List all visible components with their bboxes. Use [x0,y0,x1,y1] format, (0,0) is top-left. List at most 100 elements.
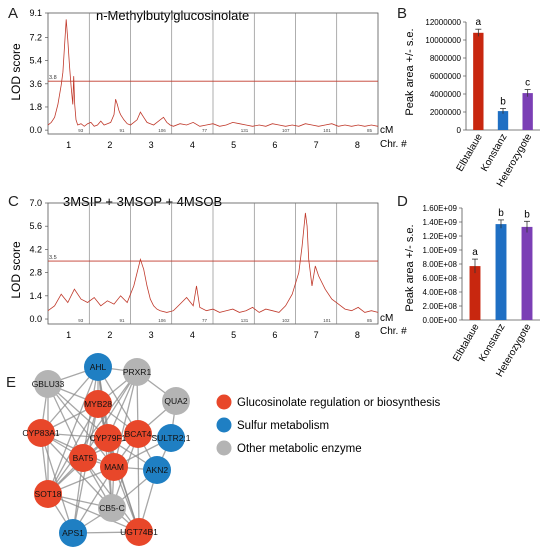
network-node: PRXR1 [123,358,152,386]
network-node-label: PRXR1 [123,367,152,377]
a-ytick-label: 5.4 [29,56,42,66]
network-node: MAM [100,453,128,481]
network-node-label: BCAT4 [125,429,152,439]
network-node: BAT5 [69,444,97,472]
a-ytick-label: 1.8 [29,102,42,112]
network-node-label: GBLU33 [32,379,65,389]
panel-a: A n-Methylbutylglucosinolate LOD score 0… [8,5,407,150]
network-node-circle [143,456,171,484]
network-edge [40,366,99,434]
network-node-circle [94,424,122,452]
c-chromosome-label: 2 [107,330,112,340]
c-chromosome-label: 6 [272,330,277,340]
network-node-circle [98,494,126,522]
panel-c-title: 3MSIP + 3MSOP + 4MSOB [63,194,222,209]
network-edge [40,432,74,534]
bar-elbtalaue [469,266,481,320]
panel-b: B Peak area +/- s.e. 0 2000000 4000000 6000… [397,5,540,189]
c-chromosome-length: 106 [158,318,166,323]
b-chart-ytick-label: 12000000 [425,18,461,27]
network-node-label: QUA2 [164,396,187,406]
panel-a-cm-label: cM [380,125,393,136]
d-chart-ytick-label: 8.00E+08 [423,260,458,269]
a-ytick-label: 9.1 [29,8,42,18]
c-chromosome-length: 91 [119,318,125,323]
a-ytick-label: 3.6 [29,79,42,89]
d-chart-ytick-label: 4.00E+08 [423,288,458,297]
network-node: AHL [84,353,112,381]
network-node: CYP79F1 [90,424,127,452]
d-chart-ytick-label: 1.40E+09 [423,218,458,227]
a-chromosome-label: 3 [149,140,154,150]
b-chart-ytick-label: 10000000 [425,36,461,45]
network-node-circle [157,424,185,452]
network-node: QUA2 [162,387,190,415]
network-node-label: UGT74B1 [120,527,158,537]
a-chromosome-label: 2 [107,140,112,150]
panel-a-chr-label: Chr. # [380,139,407,150]
panel-b-ylabel: Peak area +/- s.e. [404,28,416,115]
a-chromosome-length: 106 [158,128,166,133]
a-chromosome-length: 91 [119,128,125,133]
network-node-circle [125,518,153,546]
network-node: SOT18 [34,480,62,508]
network-node-circle [27,419,55,447]
significance-letter: b [500,96,506,107]
network-node: MYB28 [84,390,112,418]
a-chromosome-length: 93 [78,128,84,133]
significance-letter: a [476,17,482,28]
d-chart-ytick-label: 1.00E+09 [423,246,458,255]
a-chromosome-label: 5 [231,140,236,150]
panel-d: D Peak area +/- s.e. 0.00E+00 2.00E+08 4.0… [397,193,540,379]
network-edge [40,432,113,509]
network-node: UGT74B1 [120,518,158,546]
network-node: CYP83A1 [22,419,60,447]
b-chart-ytick-label: 2000000 [430,108,462,117]
c-ytick-label: 5.6 [29,221,42,231]
a-chromosome-label: 6 [272,140,277,150]
bar-heterozygote [522,93,533,130]
panel-a-lod-curve [47,19,379,127]
b-chart-ytick-label: 0 [457,126,462,135]
network-node-circle [34,480,62,508]
c-chromosome-label: 1 [66,330,71,340]
panel-c-threshold-label: 3.5 [49,255,57,261]
network-node-circle [59,519,87,547]
network-node-circle [34,370,62,398]
d-chart-ytick-label: 2.00E+08 [423,302,458,311]
network-node: BCAT4 [124,420,152,448]
c-chromosome-length: 101 [323,318,331,323]
network-node-circle [69,444,97,472]
panel-b-letter: B [397,5,407,22]
network-node-label: MYB28 [84,399,112,409]
c-ytick-label: 7.0 [29,198,42,208]
d-chart-ytick-label: 1.60E+09 [423,204,458,213]
d-chart-ytick-label: 6.00E+08 [423,274,458,283]
panel-a-letter: A [8,5,18,22]
panel-c-chr-label: Chr. # [380,326,407,337]
network-node-label: CB5-C [99,503,125,513]
network-edge [47,366,99,495]
network-node: SULTR2;1 [151,424,191,452]
c-chromosome-label: 5 [231,330,236,340]
network-node-label: APS1 [62,528,84,538]
network-node: GBLU33 [32,370,65,398]
network-node: CB5-C [98,494,126,522]
bar-heterozygote [521,226,533,320]
panel-c-letter: C [8,193,19,210]
a-chromosome-label: 4 [190,140,195,150]
bar-konstanz [495,224,507,320]
c-ytick-label: 2.8 [29,268,42,278]
bar-elbtalaue [473,32,484,130]
network-node-label: AHL [90,362,107,372]
network-node-label: SULTR2;1 [151,433,190,443]
c-chromosome-length: 93 [78,318,84,323]
panel-c-cm-label: cM [380,313,393,324]
legend-swatch [216,394,232,410]
bar-konstanz [497,111,509,130]
panel-a-threshold-label: 3.8 [49,75,57,81]
a-chromosome-label: 1 [66,140,71,150]
legend-label: Other metabolic enzyme [237,443,362,455]
c-ytick-label: 1.4 [29,291,42,301]
